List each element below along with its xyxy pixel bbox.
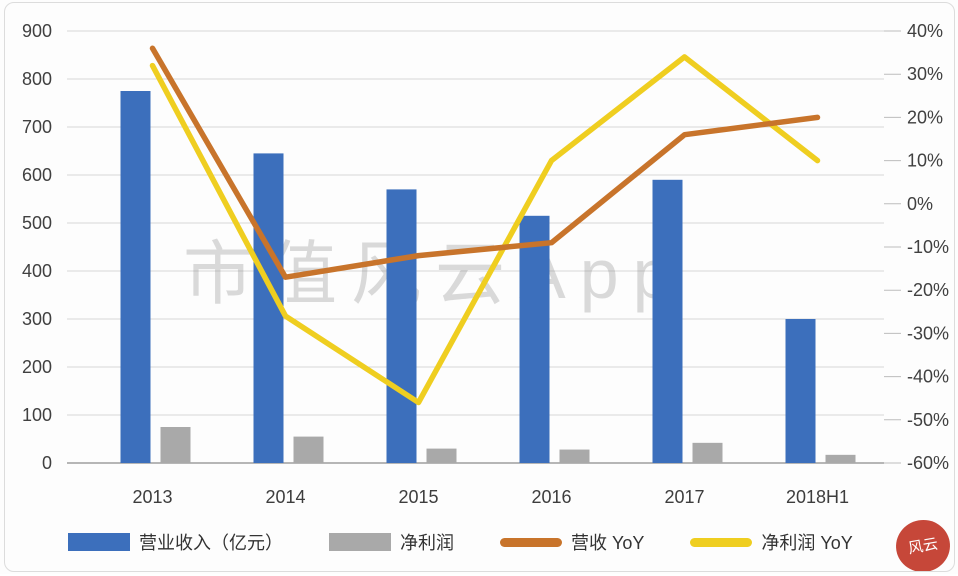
right-axis-tick-label: 30% — [907, 64, 943, 84]
legend-label-revenue-yoy: 营收 YoY — [571, 533, 645, 553]
right-axis-tick-label: -10% — [907, 237, 949, 257]
legend: 营业收入（亿元） 净利润 营收 YoY 净利润 YoY — [68, 529, 853, 555]
revenue-bar-2017 — [652, 179, 683, 464]
right-axis-tick-label: -30% — [907, 323, 949, 343]
revenue-yoy-line — [149, 45, 821, 280]
net-profit-bar-2017 — [692, 442, 723, 463]
legend-label-net-profit: 净利润 — [400, 533, 454, 553]
right-axis-tick-label: 0% — [907, 194, 933, 214]
legend-swatch-revenue-bar — [68, 533, 130, 551]
right-axis-tick-label: 40% — [907, 21, 943, 41]
legend-label-revenue: 营业收入（亿元） — [139, 533, 283, 553]
net-profit-bar-2018H1 — [825, 454, 856, 463]
left-axis-tick-label: 600 — [22, 165, 52, 185]
combo-chart: 900 800 700 600 500 400 300 200 100 0 40% 30% 20% 10%… — [22, 21, 949, 507]
x-axis-label: 2015 — [398, 487, 438, 507]
right-axis-tick-label: 20% — [907, 107, 943, 127]
legend-swatch-revenue-yoy-line — [500, 537, 562, 547]
x-axis-label: 2013 — [132, 487, 172, 507]
x-axis-label: 2016 — [531, 487, 571, 507]
left-axis-tick-label: 100 — [22, 405, 52, 425]
left-axis-tick-label: 300 — [22, 309, 52, 329]
revenue-bar-2013 — [120, 91, 151, 463]
revenue-bar-2016 — [519, 215, 550, 463]
left-axis-tick-label: 900 — [22, 21, 52, 41]
net-profit-bar-2016 — [559, 449, 590, 463]
x-axis-label: 2018H1 — [786, 487, 849, 507]
red-seal-stamp: 风云 — [891, 515, 955, 576]
legend-item-revenue: 营业收入（亿元） — [68, 529, 283, 555]
legend-item-net-profit: 净利润 — [329, 529, 454, 555]
right-axis-tick-label: -20% — [907, 280, 949, 300]
right-axis-tick-label: 10% — [907, 151, 943, 171]
net-profit-bar-2014 — [293, 436, 324, 463]
x-axis-label: 2014 — [265, 487, 305, 507]
left-axis-tick-label: 0 — [42, 453, 52, 473]
revenue-bar-2018H1 — [785, 319, 816, 463]
right-axis-tick-label: -40% — [907, 367, 949, 387]
net-profit-yoy-line — [149, 54, 821, 406]
left-axis-tick-label: 700 — [22, 117, 52, 137]
left-axis-tick-label: 800 — [22, 69, 52, 89]
net-profit-bar-2013 — [160, 427, 191, 463]
legend-swatch-net-profit-yoy-line — [690, 537, 753, 547]
revenue-bar-2015 — [386, 189, 417, 463]
left-axis-tick-label: 200 — [22, 357, 52, 377]
legend-swatch-net-profit-bar — [329, 533, 391, 551]
net-profit-bar-2015 — [426, 448, 457, 463]
left-axis-tick-label: 500 — [22, 213, 52, 233]
legend-item-revenue-yoy: 营收 YoY — [500, 529, 644, 555]
right-axis-tick-label: -60% — [907, 453, 949, 473]
seal-text: 风云 — [906, 535, 940, 557]
legend-item-net-profit-yoy: 净利润 YoY — [690, 529, 853, 555]
x-axis-label: 2017 — [664, 487, 704, 507]
legend-label-net-profit-yoy: 净利润 YoY — [761, 533, 853, 553]
right-axis-tick-label: -50% — [907, 410, 949, 430]
left-axis-tick-label: 400 — [22, 261, 52, 281]
